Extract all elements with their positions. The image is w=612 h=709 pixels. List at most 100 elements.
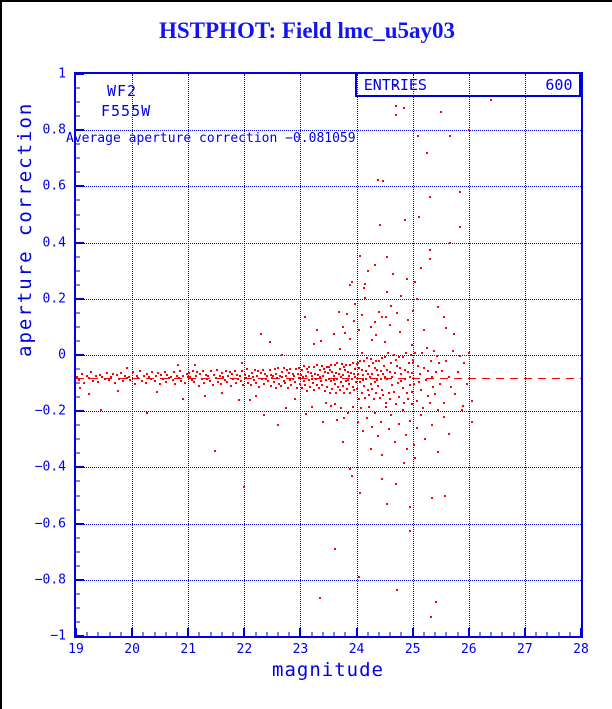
data-point bbox=[357, 397, 360, 400]
data-point bbox=[407, 398, 410, 401]
data-point bbox=[383, 365, 386, 368]
data-point bbox=[326, 371, 329, 374]
data-point bbox=[406, 278, 409, 281]
x-tick-label: 19 bbox=[68, 642, 84, 657]
data-point bbox=[82, 381, 85, 384]
data-point bbox=[193, 380, 196, 383]
data-point bbox=[315, 364, 318, 367]
x-minor-tick bbox=[288, 632, 290, 636]
data-point bbox=[117, 389, 120, 392]
data-point bbox=[351, 361, 354, 364]
data-point bbox=[401, 387, 404, 390]
data-point bbox=[180, 380, 183, 383]
x-minor-tick bbox=[120, 632, 122, 636]
data-point bbox=[90, 371, 93, 374]
data-point bbox=[211, 384, 214, 387]
data-point bbox=[164, 381, 167, 384]
data-point bbox=[261, 369, 264, 372]
data-point bbox=[411, 310, 414, 313]
data-point bbox=[203, 382, 206, 385]
data-point bbox=[237, 398, 240, 401]
data-point bbox=[193, 363, 196, 366]
data-point bbox=[177, 363, 180, 366]
data-point bbox=[133, 382, 136, 385]
x-major-tick bbox=[299, 628, 302, 636]
x-minor-tick bbox=[445, 632, 447, 636]
data-point bbox=[412, 443, 415, 446]
data-point bbox=[442, 415, 445, 418]
data-point bbox=[438, 362, 441, 365]
y-major-tick bbox=[76, 185, 84, 188]
data-point bbox=[382, 393, 385, 396]
y-major-tick bbox=[76, 241, 84, 244]
data-point bbox=[376, 435, 379, 438]
data-point bbox=[367, 405, 370, 408]
y-gridline bbox=[76, 467, 581, 469]
data-point bbox=[260, 333, 263, 336]
y-minor-tick bbox=[76, 228, 80, 230]
data-point bbox=[357, 362, 360, 365]
data-point bbox=[414, 351, 417, 354]
data-point bbox=[447, 375, 450, 378]
data-point bbox=[445, 327, 448, 330]
data-point bbox=[349, 391, 352, 394]
data-point bbox=[354, 303, 357, 306]
data-point bbox=[132, 371, 135, 374]
data-point bbox=[253, 368, 256, 371]
entries-stat-box: ENTRIES 600 bbox=[354, 72, 582, 97]
y-gridline bbox=[76, 186, 581, 188]
data-point bbox=[87, 376, 90, 379]
y-minor-tick bbox=[76, 115, 80, 117]
data-point bbox=[346, 388, 349, 390]
data-point bbox=[359, 360, 362, 363]
data-point bbox=[101, 376, 104, 379]
data-point bbox=[105, 371, 108, 374]
data-point bbox=[364, 370, 367, 373]
data-point bbox=[424, 438, 426, 441]
data-point bbox=[384, 316, 387, 319]
data-point bbox=[320, 339, 323, 342]
data-point bbox=[380, 477, 383, 480]
plot-area: WF2 F555W Average aperture correction −0… bbox=[35, 67, 589, 658]
data-point bbox=[358, 366, 361, 369]
data-point bbox=[214, 377, 217, 380]
data-point bbox=[254, 394, 257, 397]
data-point bbox=[284, 382, 287, 385]
data-point bbox=[332, 378, 335, 381]
data-point bbox=[409, 354, 412, 356]
data-point bbox=[243, 373, 246, 376]
data-point bbox=[338, 389, 341, 392]
data-point bbox=[121, 380, 124, 383]
data-point bbox=[395, 403, 398, 406]
data-point bbox=[285, 407, 288, 410]
data-point bbox=[409, 505, 412, 508]
data-point bbox=[404, 351, 407, 354]
data-point bbox=[354, 376, 357, 379]
y-tick-label: −0.4 bbox=[34, 459, 66, 475]
y-minor-tick bbox=[76, 438, 80, 440]
data-point bbox=[399, 380, 402, 383]
data-point bbox=[461, 408, 464, 411]
data-point bbox=[377, 384, 380, 387]
x-minor-tick bbox=[255, 632, 257, 636]
data-point bbox=[282, 379, 285, 382]
data-point bbox=[390, 414, 393, 417]
data-point bbox=[371, 362, 374, 365]
data-point bbox=[341, 325, 344, 328]
data-point bbox=[429, 359, 432, 362]
data-point bbox=[354, 381, 357, 384]
data-point bbox=[199, 372, 201, 375]
data-point bbox=[393, 390, 396, 393]
data-point bbox=[331, 370, 334, 373]
data-point bbox=[393, 372, 396, 375]
x-major-tick bbox=[243, 628, 246, 636]
data-point bbox=[345, 364, 348, 367]
data-point bbox=[293, 397, 296, 400]
data-point bbox=[313, 389, 316, 392]
data-point bbox=[270, 373, 273, 376]
data-point bbox=[115, 374, 118, 377]
y-minor-tick bbox=[76, 368, 80, 370]
data-point bbox=[305, 367, 308, 370]
average-correction-line bbox=[76, 377, 581, 379]
